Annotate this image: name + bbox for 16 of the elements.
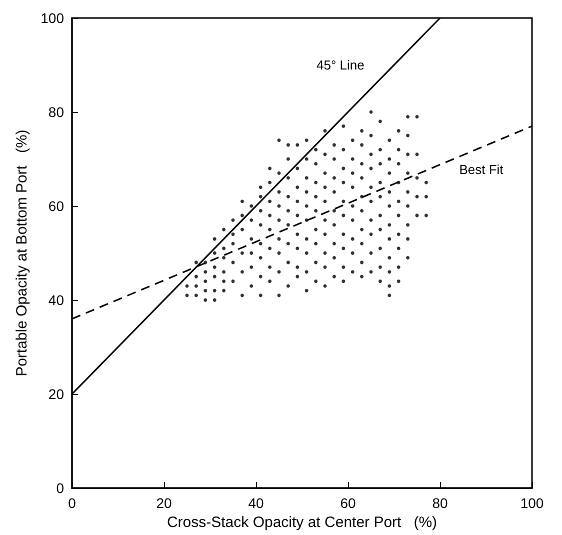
series-label: 45° Line [316, 58, 364, 73]
y-tick-label: 0 [56, 480, 64, 496]
y-tick-label: 20 [48, 386, 64, 402]
y-tick-label: 80 [48, 104, 64, 120]
y-tick-label: 100 [40, 10, 64, 26]
x-axis-title: Cross-Stack Opacity at Center Port (%) [166, 514, 438, 531]
x-tick-label: 60 [340, 495, 356, 512]
x-tick-label: 20 [156, 495, 172, 512]
x-tick-label: 40 [248, 495, 264, 512]
x-tick-label: 80 [432, 495, 448, 512]
y-tick-label: 40 [48, 292, 64, 308]
x-tick-label: 100 [520, 495, 544, 512]
series-label: Best Fit [459, 162, 504, 177]
y-tick-label: 60 [48, 198, 64, 214]
x-tick-label: 0 [68, 495, 76, 512]
y-axis-title: Portable Opacity at Bottom Port (%) [14, 130, 31, 376]
